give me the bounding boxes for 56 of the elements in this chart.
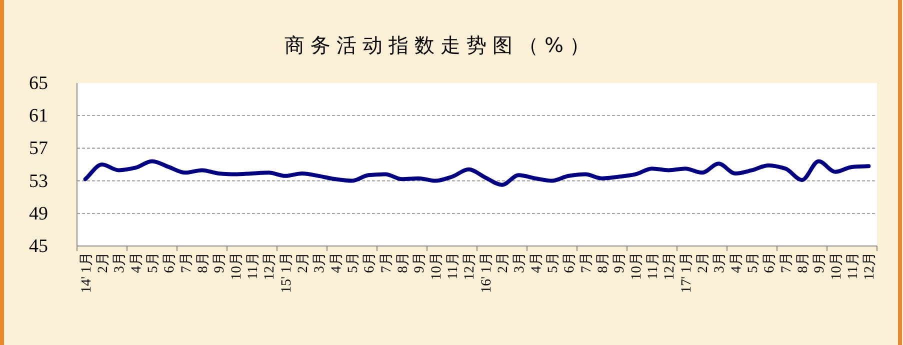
x-tick-label: 8月 <box>196 252 211 273</box>
y-tick-label: 49 <box>29 203 48 224</box>
x-tick-label: 12月 <box>462 252 478 280</box>
y-tick-label: 61 <box>29 106 48 127</box>
x-tick-label: 17' 1月 <box>679 252 694 294</box>
x-tick-label: 4月 <box>729 252 744 273</box>
y-tick-label: 57 <box>29 138 48 160</box>
x-tick-label: 7月 <box>579 252 594 273</box>
x-tick-label: 5月 <box>346 252 361 273</box>
x-tick-label: 2月 <box>96 252 111 273</box>
x-tick-label: 10月 <box>429 252 444 280</box>
x-tick-label: 12月 <box>662 252 678 280</box>
x-tick-label: 2月 <box>296 252 311 273</box>
x-tick-label: 5月 <box>146 252 161 273</box>
x-tick-label: 9月 <box>412 252 428 273</box>
x-tick-label: 7月 <box>379 252 394 273</box>
x-tick-label: 11月 <box>246 252 261 280</box>
x-tick-label: 15' 1月 <box>279 252 294 294</box>
x-tick-label: 9月 <box>612 252 628 273</box>
x-tick-label: 3月 <box>712 252 728 273</box>
x-tick-label: 8月 <box>796 252 811 273</box>
x-tick-label: 16' 1月 <box>479 252 494 294</box>
x-tick-label: 6月 <box>362 252 378 273</box>
x-tick-label: 8月 <box>596 252 611 273</box>
x-tick-label: 3月 <box>112 252 128 273</box>
x-tick-label: 9月 <box>812 252 828 273</box>
x-tick-label: 2月 <box>496 252 511 273</box>
x-tick-label: 6月 <box>162 252 178 273</box>
x-tick-label: 2月 <box>696 252 711 273</box>
y-tick-label: 65 <box>29 73 48 94</box>
x-tick-label: 11月 <box>446 252 461 280</box>
x-tick-label: 12月 <box>262 252 278 280</box>
x-tick-label: 11月 <box>646 252 661 280</box>
x-tick-label: 10月 <box>829 252 844 280</box>
x-tick-label: 4月 <box>529 252 544 273</box>
x-tick-label: 4月 <box>129 252 144 273</box>
x-tick-label: 7月 <box>179 252 194 273</box>
y-tick-label: 45 <box>29 236 48 257</box>
x-tick-label: 14' 1月 <box>79 252 94 294</box>
x-tick-label: 10月 <box>229 252 244 280</box>
x-tick-label: 8月 <box>396 252 411 273</box>
chart-title: 商务活动指数走势图（%） <box>284 33 596 57</box>
x-tick-label: 7月 <box>779 252 794 273</box>
x-tick-label: 10月 <box>629 252 644 280</box>
x-tick-label: 12月 <box>862 252 878 280</box>
y-tick-label: 53 <box>29 170 48 192</box>
x-tick-label: 3月 <box>512 252 528 273</box>
x-tick-label: 11月 <box>846 252 861 280</box>
x-tick-label: 6月 <box>562 252 578 273</box>
x-tick-label: 3月 <box>312 252 328 273</box>
x-tick-label: 6月 <box>762 252 778 273</box>
x-tick-label: 9月 <box>212 252 228 273</box>
x-tick-label: 4月 <box>329 252 344 273</box>
x-tick-label: 5月 <box>546 252 561 273</box>
x-tick-label: 5月 <box>746 252 761 273</box>
line-series <box>83 159 871 187</box>
